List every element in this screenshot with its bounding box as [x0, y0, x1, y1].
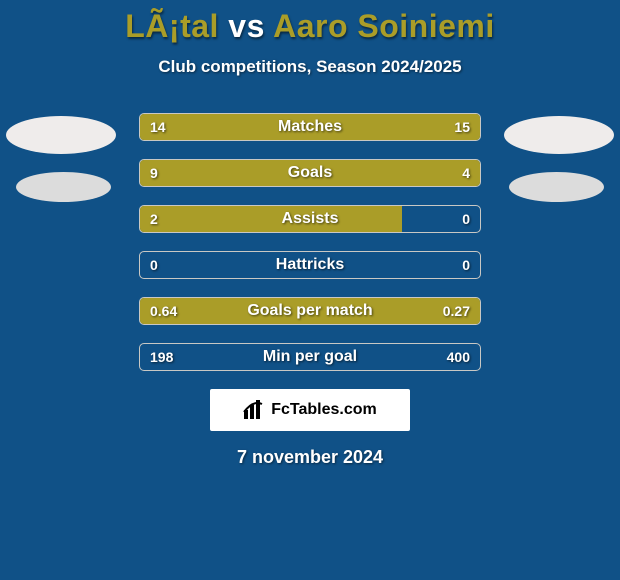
date-text: 7 november 2024 [0, 447, 620, 468]
stat-value-left: 14 [150, 119, 166, 135]
brand-text: FcTables.com [271, 401, 377, 419]
player1-club-badge [16, 172, 111, 202]
stat-value-left: 9 [150, 165, 158, 181]
comparison-card: LÃ¡tal vs Aaro Soiniemi Club competition… [0, 0, 620, 580]
brand-icon [243, 400, 265, 420]
stat-label: Assists [282, 210, 339, 228]
stat-value-left: 2 [150, 211, 158, 227]
page-title: LÃ¡tal vs Aaro Soiniemi [0, 0, 620, 45]
stat-row: 2 0 Assists [139, 205, 481, 233]
player1-name: LÃ¡tal [125, 8, 219, 44]
stat-row: 198 400 Min per goal [139, 343, 481, 371]
stat-value-left: 198 [150, 349, 173, 365]
stat-row: 0.64 0.27 Goals per match [139, 297, 481, 325]
stat-fill-left [140, 160, 368, 186]
stat-value-right: 0.27 [443, 303, 470, 319]
player1-avatar [6, 116, 116, 154]
stat-label: Min per goal [263, 348, 357, 366]
stat-row: 9 4 Goals [139, 159, 481, 187]
stat-row: 0 0 Hattricks [139, 251, 481, 279]
vs-separator: vs [219, 8, 273, 44]
stat-value-right: 4 [462, 165, 470, 181]
stat-value-left: 0 [150, 257, 158, 273]
stat-value-right: 0 [462, 257, 470, 273]
stat-label: Goals per match [247, 302, 372, 320]
player2-name: Aaro Soiniemi [273, 8, 495, 44]
stat-value-left: 0.64 [150, 303, 177, 319]
stat-value-right: 15 [454, 119, 470, 135]
player2-club-badge [509, 172, 604, 202]
stat-value-right: 0 [462, 211, 470, 227]
brand-badge[interactable]: FcTables.com [210, 389, 410, 431]
stat-value-right: 400 [447, 349, 470, 365]
stat-label: Hattricks [276, 256, 344, 274]
stat-label: Goals [288, 164, 332, 182]
player2-avatar [504, 116, 614, 154]
stat-fill-left [140, 206, 402, 232]
subtitle: Club competitions, Season 2024/2025 [0, 57, 620, 77]
stat-row: 14 15 Matches [139, 113, 481, 141]
stat-label: Matches [278, 118, 342, 136]
stats-bars: 14 15 Matches 9 4 Goals 2 0 Assists 0 0 Hattricks 0.… [139, 113, 481, 371]
